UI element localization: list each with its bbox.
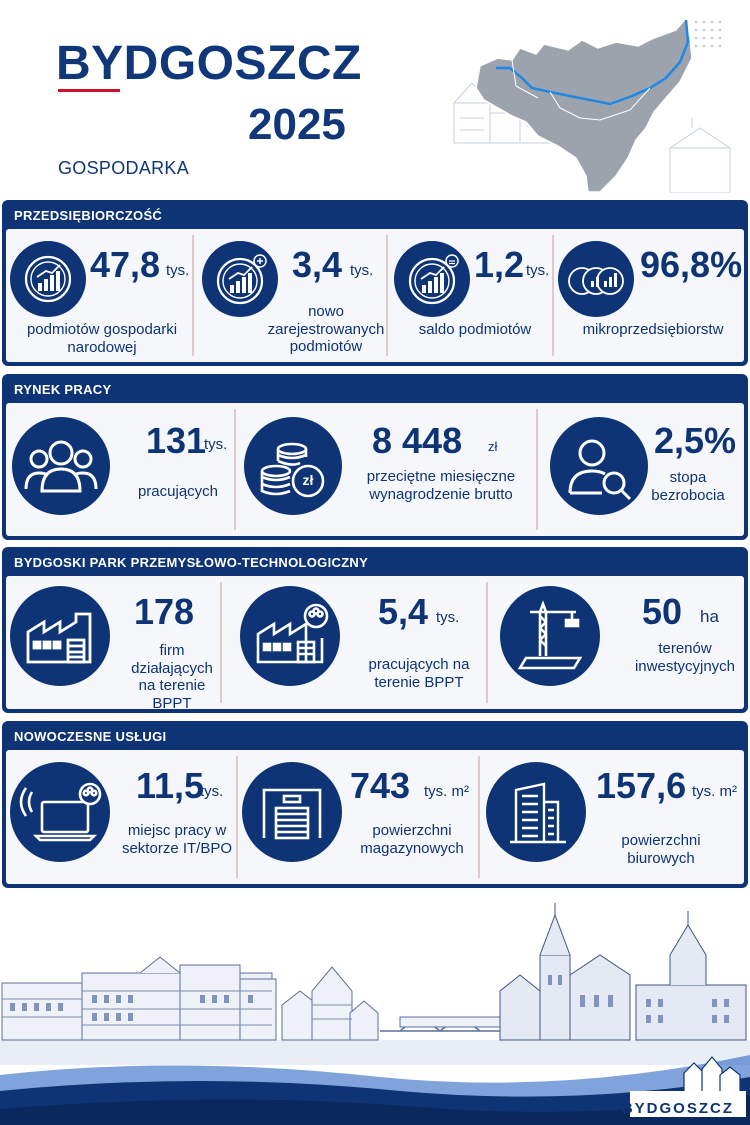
page-subtitle: GOSPODARKA <box>58 158 190 178</box>
person-search-icon <box>550 417 648 515</box>
divider <box>478 756 480 878</box>
city-skyline-illustration: BYDGOSZCZ <box>0 895 750 1125</box>
stat-label: mikroprzedsiębiorstw <box>582 321 724 338</box>
section-title: RYNEK PRACY <box>14 382 112 397</box>
stat-value: 50 <box>642 591 683 632</box>
stat-value: 96,8% <box>640 244 743 285</box>
stat-label: podmiotów gospodarki narodowej <box>26 321 178 356</box>
office-building-icon <box>486 762 586 862</box>
stat-label: firm działających na terenie BPPT <box>131 642 213 712</box>
stat-value: 743 <box>350 765 411 806</box>
crane-land-icon <box>500 586 600 686</box>
page-title: BYDGOSZCZ <box>56 37 362 90</box>
stat-label: powierzchni magazynowych <box>360 822 464 857</box>
section-labor-market: RYNEK PRACY 131 tys. pracujących zł 8 44… <box>2 374 748 540</box>
stat-value: 8 448 <box>372 420 463 461</box>
coin-growth-icon <box>10 241 86 317</box>
coin-balance-icon <box>394 241 470 317</box>
stat-unit: ha <box>700 607 719 626</box>
stat-label: przeciętne miesięczne wynagrodzenie brut… <box>366 468 516 503</box>
stat-value: 178 <box>134 591 195 632</box>
section-enterprise: PRZEDSIĘBIORCZOŚĆ 47,8 tys. podmiotów go… <box>2 200 748 366</box>
stat-label: pracujących na terenie BPPT <box>368 656 470 691</box>
section-body: 11,5 tys. miejsc pracy w sektorze IT/BPO… <box>6 750 744 884</box>
coins-stack-icon <box>558 241 634 317</box>
stat-label: saldo podmiotów <box>418 321 532 338</box>
section-title: NOWOCZESNE USŁUGI <box>14 729 167 744</box>
divider <box>486 582 488 703</box>
factory-icon <box>10 586 110 686</box>
coin-growth-plus-icon <box>202 241 278 317</box>
stat-value: 47,8 <box>90 244 161 285</box>
people-group-icon <box>12 417 110 515</box>
divider <box>236 756 238 878</box>
stat-unit: zł <box>488 439 498 454</box>
stat-unit: tys. <box>436 609 460 626</box>
section-body: 47,8 tys. podmiotów gospodarki narodowej… <box>6 229 744 362</box>
stat-value: 1,2 <box>474 244 525 285</box>
stat-value: 157,6 <box>596 765 687 806</box>
warehouse-icon <box>242 762 342 862</box>
section-industrial-park: BYDGOSKI PARK PRZEMYSŁOWO-TECHNOLOGICZNY… <box>2 547 748 713</box>
stat-label: nowo zarejestrowanych podmiotów <box>267 303 385 356</box>
stat-label: terenów inwestycyjnych <box>634 640 736 675</box>
stat-unit: tys. m² <box>692 783 737 800</box>
city-map-illustration <box>440 8 740 194</box>
stat-label: powierzchni biurowych <box>621 832 701 867</box>
laptop-wifi-icon <box>10 762 110 862</box>
brand-logo-text: BYDGOSZCZ <box>621 1100 734 1117</box>
page-year: 2025 <box>248 100 346 149</box>
section-title: PRZEDSIĘBIORCZOŚĆ <box>14 208 163 223</box>
stat-unit: tys. m² <box>424 783 469 800</box>
section-body: 131 tys. pracujących zł 8 448 zł przecię… <box>6 403 744 536</box>
divider <box>552 235 554 356</box>
stat-unit: tys. <box>526 262 550 279</box>
divider <box>192 235 194 356</box>
stat-unit: tys. <box>200 783 224 800</box>
stat-value: 131 <box>146 420 207 461</box>
divider <box>536 409 538 530</box>
section-modern-services: NOWOCZESNE USŁUGI 11,5 tys. miejsc pracy… <box>2 721 748 888</box>
stat-unit: tys. <box>166 262 190 279</box>
divider <box>234 409 236 530</box>
stat-value: 2,5% <box>654 420 737 461</box>
section-title: BYDGOSKI PARK PRZEMYSŁOWO-TECHNOLOGICZNY <box>14 555 369 570</box>
section-body: 178 firm działających na terenie BPPT 5,… <box>6 576 744 712</box>
stat-value: 3,4 <box>292 244 343 285</box>
factory-workers-icon <box>240 586 340 686</box>
stat-value: 5,4 <box>378 591 429 632</box>
stat-label: miejsc pracy w sektorze IT/BPO <box>121 822 233 857</box>
stat-value: 11,5 <box>136 765 205 806</box>
stat-label: pracujących <box>137 483 219 500</box>
title-accent-line <box>58 89 120 92</box>
divider <box>386 235 388 356</box>
header: BYDGOSZCZ 2025 GOSPODARKA <box>0 0 750 195</box>
zloty-coins-icon: zł <box>244 417 342 515</box>
stat-unit: tys. <box>204 436 228 453</box>
stat-label: stopa bezrobocia <box>651 469 725 504</box>
stat-unit: tys. <box>350 262 374 279</box>
divider <box>220 582 222 703</box>
